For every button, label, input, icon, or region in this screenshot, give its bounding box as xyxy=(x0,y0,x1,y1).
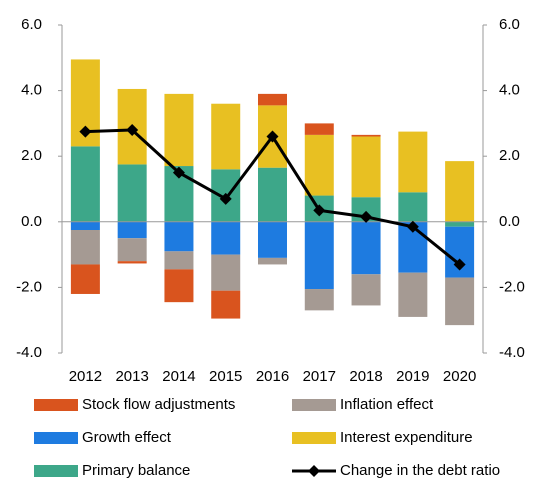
bar-segment xyxy=(351,221,381,275)
legend-label: Stock flow adjustments xyxy=(82,396,235,413)
y-tick-label: 4.0 xyxy=(21,82,42,99)
legend-label: Primary balance xyxy=(82,462,190,479)
y-tick-label: -2.0 xyxy=(16,278,42,295)
y-tick-label: 2.0 xyxy=(21,147,42,164)
bar-segment xyxy=(398,131,428,193)
bar-segment xyxy=(164,251,194,270)
x-tick-label: 2019 xyxy=(396,368,429,385)
bar-segment xyxy=(117,221,147,239)
bar-segment xyxy=(164,269,194,303)
line-marker xyxy=(360,210,373,223)
bar-segment xyxy=(445,221,475,227)
bar-segment xyxy=(164,221,194,252)
y-tick-label: -4.0 xyxy=(16,344,42,361)
legend-swatch xyxy=(34,399,78,411)
x-tick-label: 2015 xyxy=(209,368,242,385)
y2-tick-label: 6.0 xyxy=(499,16,520,33)
x-tick-label: 2013 xyxy=(115,368,148,385)
x-tick-label: 2017 xyxy=(303,368,336,385)
line-marker xyxy=(453,258,466,271)
y2-tick-label: -2.0 xyxy=(499,278,525,295)
bar-segment xyxy=(351,274,381,306)
y-tick-label: 0.0 xyxy=(21,213,42,230)
x-tick-label: 2018 xyxy=(349,368,382,385)
x-tick-label: 2012 xyxy=(69,368,102,385)
bar-segment xyxy=(70,146,100,222)
bar-segment xyxy=(211,254,241,291)
x-tick-label: 2020 xyxy=(443,368,476,385)
y2-tick-label: 4.0 xyxy=(499,82,520,99)
legend-marker xyxy=(308,465,320,477)
line-marker xyxy=(406,220,419,233)
bar-segment xyxy=(117,164,147,222)
bar-segment xyxy=(398,272,428,317)
y2-tick-label: 0.0 xyxy=(499,213,520,230)
y2-tick-label: 2.0 xyxy=(499,147,520,164)
legend-label: Change in the debt ratio xyxy=(340,462,500,479)
bar-segment xyxy=(304,289,334,311)
line-marker xyxy=(266,130,279,143)
x-tick-label: 2016 xyxy=(256,368,289,385)
bar-segment xyxy=(164,93,194,167)
bar-segment xyxy=(117,238,147,262)
legend-swatch xyxy=(34,432,78,444)
bar-segment xyxy=(351,136,381,198)
bar-segment xyxy=(117,261,147,264)
bar-segment xyxy=(258,221,287,258)
legend-swatch xyxy=(34,465,78,477)
bar-segment xyxy=(211,290,241,319)
bar-segment xyxy=(211,103,241,170)
bar-segment xyxy=(258,93,287,106)
bar-segment xyxy=(304,221,334,290)
bar-segment xyxy=(445,161,475,222)
y2-tick-label: -4.0 xyxy=(499,344,525,361)
legend-swatch xyxy=(292,432,336,444)
bar-segment xyxy=(70,230,100,265)
line-marker xyxy=(219,192,232,205)
line-marker xyxy=(79,125,92,138)
bar-segment xyxy=(258,257,287,265)
legend-label: Interest expenditure xyxy=(340,429,473,446)
bar-segment xyxy=(258,167,287,222)
legend-label: Inflation effect xyxy=(340,396,434,413)
bar-segment xyxy=(351,134,381,137)
line-marker xyxy=(126,123,139,136)
line-marker xyxy=(172,166,185,179)
bar-segment xyxy=(211,221,241,255)
legend-swatch xyxy=(292,399,336,411)
bar-segment xyxy=(304,123,334,135)
x-tick-label: 2014 xyxy=(162,368,195,385)
y-tick-label: 6.0 xyxy=(21,16,42,33)
bar-segment xyxy=(70,221,100,230)
bar-segment xyxy=(304,134,334,196)
bar-segment xyxy=(70,264,100,294)
bar-segment xyxy=(398,192,428,222)
line-marker xyxy=(313,204,326,217)
bar-segment xyxy=(445,277,475,326)
legend-label: Growth effect xyxy=(82,429,172,446)
